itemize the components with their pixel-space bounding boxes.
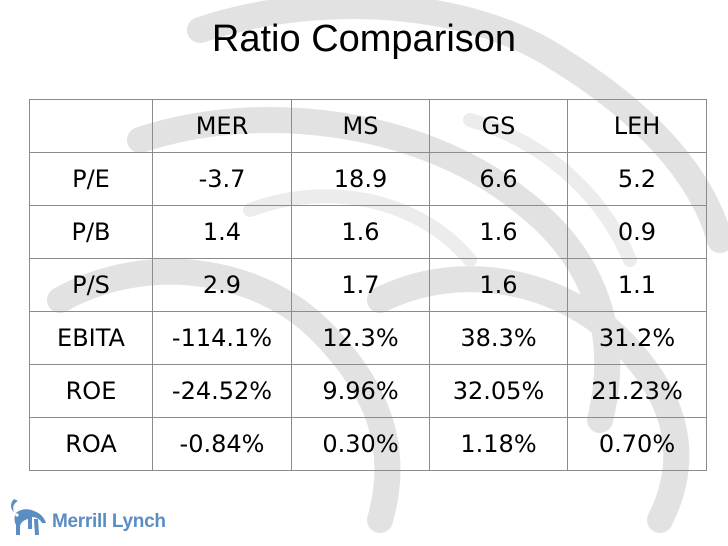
slide-title: Ratio Comparison [211, 18, 517, 60]
table-cell: 0.70% [567, 417, 707, 471]
table-cell: -24.52% [152, 364, 292, 418]
table-cell: 21.23% [567, 364, 707, 418]
header-cell-leh: LEH [567, 99, 707, 153]
table-row: ROA -0.84% 0.30% 1.18% 0.70% [29, 417, 707, 471]
header-cell [29, 99, 153, 153]
table-cell: -114.1% [152, 311, 292, 365]
row-label: ROA [29, 417, 153, 471]
row-label: P/S [29, 258, 153, 312]
row-label: P/B [29, 205, 153, 259]
table-cell: -3.7 [152, 152, 292, 206]
table-cell: 32.05% [429, 364, 568, 418]
bull-icon [11, 499, 46, 535]
table-cell: 31.2% [567, 311, 707, 365]
table-cell: -0.84% [152, 417, 292, 471]
table-cell: 6.6 [429, 152, 568, 206]
table-row: P/E -3.7 18.9 6.6 5.2 [29, 152, 707, 206]
table-cell: 38.3% [429, 311, 568, 365]
table-row: P/B 1.4 1.6 1.6 0.9 [29, 205, 707, 259]
row-label: P/E [29, 152, 153, 206]
row-label: ROE [29, 364, 153, 418]
table-header-row: MER MS GS LEH [29, 99, 707, 153]
table-row: EBITA -114.1% 12.3% 38.3% 31.2% [29, 311, 707, 365]
header-cell-mer: MER [152, 99, 292, 153]
table-cell: 2.9 [152, 258, 292, 312]
table-cell: 1.7 [291, 258, 430, 312]
merrill-lynch-logo: Merrill Lynch [8, 494, 166, 540]
ratio-table: MER MS GS LEH P/E -3.7 18.9 6.6 5.2 P/B … [29, 99, 707, 471]
table-cell: 0.30% [291, 417, 430, 471]
table-cell: 5.2 [567, 152, 707, 206]
table-cell: 1.6 [291, 205, 430, 259]
table-cell: 18.9 [291, 152, 430, 206]
table-row: P/S 2.9 1.7 1.6 1.1 [29, 258, 707, 312]
header-cell-ms: MS [291, 99, 430, 153]
table-cell: 12.3% [291, 311, 430, 365]
merrill-lynch-wordmark: Merrill Lynch [52, 511, 166, 532]
row-label: EBITA [29, 311, 153, 365]
table-cell: 0.9 [567, 205, 707, 259]
table-row: ROE -24.52% 9.96% 32.05% 21.23% [29, 364, 707, 418]
header-cell-gs: GS [429, 99, 568, 153]
table-cell: 9.96% [291, 364, 430, 418]
table-cell: 1.4 [152, 205, 292, 259]
table-cell: 1.18% [429, 417, 568, 471]
table-cell: 1.6 [429, 258, 568, 312]
table-cell: 1.1 [567, 258, 707, 312]
table-cell: 1.6 [429, 205, 568, 259]
